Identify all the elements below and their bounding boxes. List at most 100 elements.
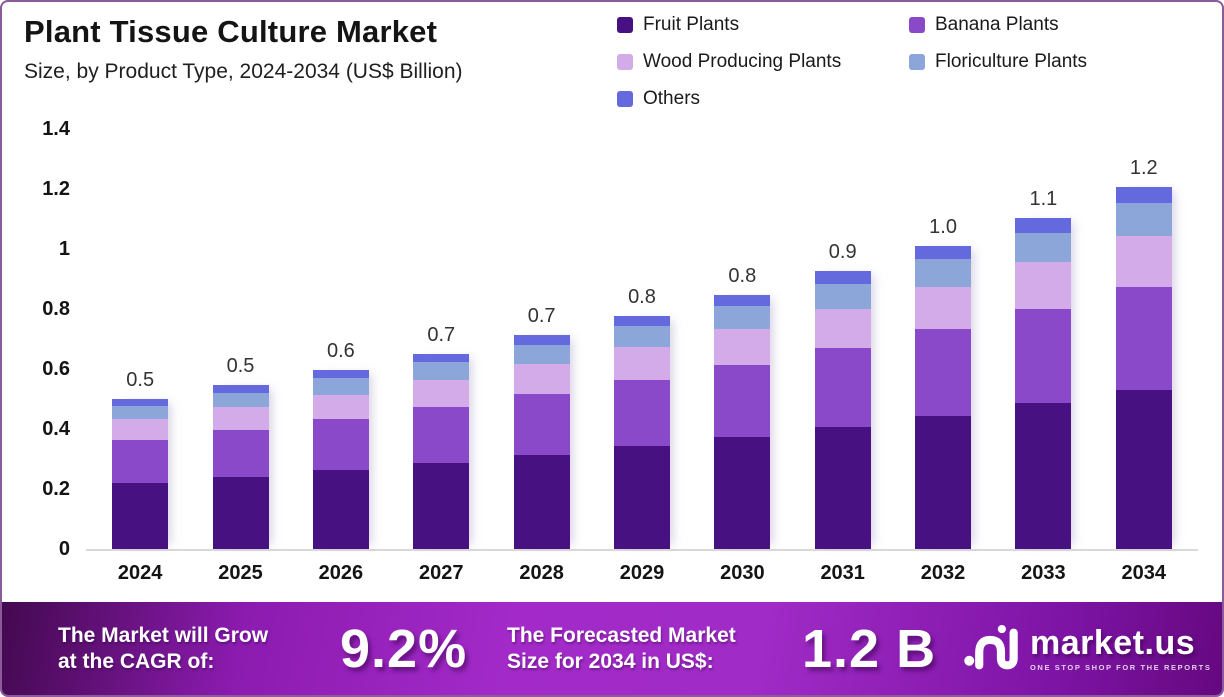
brand-text-block: market.us ONE STOP SHOP FOR THE REPORTS xyxy=(1030,626,1211,672)
bar-segment-wood-producing-plants xyxy=(814,308,871,348)
bar-stack-2032 xyxy=(915,245,972,549)
bar-total-label-2028: 0.7 xyxy=(527,305,556,328)
bar-stack-2028 xyxy=(513,335,570,549)
bar-segment-others xyxy=(613,315,670,327)
bar-segment-others xyxy=(915,245,972,260)
chart-legend: Fruit Plants Banana Plants Wood Producing … xyxy=(617,14,1087,110)
bar-column-2032: 1.0 xyxy=(893,117,993,549)
bar-segment-floriculture-plants xyxy=(513,345,570,365)
bar-segment-wood-producing-plants xyxy=(112,419,169,441)
bar-segment-banana-plants xyxy=(1115,286,1172,390)
bar-total-label-2025: 0.5 xyxy=(226,355,255,378)
x-axis-label-2028: 2028 xyxy=(519,562,564,584)
legend-swatch-icon xyxy=(617,17,633,33)
bar-segment-fruit-plants xyxy=(413,463,470,549)
bar-segment-floriculture-plants xyxy=(714,306,771,329)
x-axis-label-2034: 2034 xyxy=(1121,562,1167,584)
bar-segment-wood-producing-plants xyxy=(212,407,269,431)
bar-segment-others xyxy=(1115,186,1172,204)
page-subtitle: Size, by Product Type, 2024-2034 (US$ Bi… xyxy=(24,60,463,83)
bar-segment-wood-producing-plants xyxy=(1115,235,1172,287)
legend-item-wood-producing-plants: Wood Producing Plants xyxy=(617,51,909,73)
bar-stack-2025 xyxy=(212,385,269,549)
x-axis-label-2032: 2032 xyxy=(920,562,966,584)
cagr-caption-line1: The Market will Grow xyxy=(58,623,269,647)
bar-segment-wood-producing-plants xyxy=(413,380,470,408)
bar-segment-wood-producing-plants xyxy=(714,328,771,365)
legend-swatch-icon xyxy=(617,54,633,70)
bar-segment-floriculture-plants xyxy=(1115,203,1172,236)
legend-swatch-icon xyxy=(909,54,925,70)
bar-column-2034: 1.2 xyxy=(1094,117,1194,549)
bar-total-label-2024: 0.5 xyxy=(126,368,155,391)
footer-banner: The Market will Grow at the CAGR of: 9.2… xyxy=(2,602,1222,695)
x-axis-label-2024: 2024 xyxy=(117,562,163,584)
bar-column-2031: 0.9 xyxy=(793,117,893,549)
bar-column-2033: 1.1 xyxy=(993,117,1093,549)
marketus-logo-icon xyxy=(964,624,1018,669)
bar-segment-banana-plants xyxy=(814,347,871,427)
bar-segment-fruit-plants xyxy=(613,446,670,549)
y-axis-tick-0.6: 0.6 xyxy=(42,358,70,380)
legend-swatch-icon xyxy=(909,17,925,33)
bar-segment-floriculture-plants xyxy=(413,362,470,381)
bar-segment-floriculture-plants xyxy=(1015,232,1072,263)
bar-segment-floriculture-plants xyxy=(915,259,972,287)
bar-segment-floriculture-plants xyxy=(312,378,369,395)
bar-total-label-2031: 0.9 xyxy=(828,241,857,264)
bar-segment-fruit-plants xyxy=(1115,389,1172,549)
bar-segment-floriculture-plants xyxy=(212,392,269,408)
legend-swatch-icon xyxy=(617,91,633,107)
brand-name: market.us xyxy=(1030,623,1196,662)
bar-column-2029: 0.8 xyxy=(592,117,692,549)
legend-label: Fruit Plants xyxy=(643,14,740,35)
legend-item-fruit-plants: Fruit Plants xyxy=(617,14,909,36)
legend-label: Wood Producing Plants xyxy=(643,51,842,72)
cagr-value: 9.2% xyxy=(340,618,468,679)
bar-segment-floriculture-plants xyxy=(613,326,670,348)
bar-segment-others xyxy=(413,353,470,363)
bar-stack-2031 xyxy=(814,271,871,549)
x-axis-label-2033: 2033 xyxy=(1021,562,1066,584)
y-axis-tick-0.4: 0.4 xyxy=(42,418,70,440)
x-axis-label-2026: 2026 xyxy=(318,562,364,584)
bar-segment-others xyxy=(1015,217,1072,233)
legend-label: Others xyxy=(643,88,701,109)
bar-segment-wood-producing-plants xyxy=(915,286,972,330)
bar-stack-2030 xyxy=(714,294,771,549)
bar-segment-others xyxy=(814,271,871,284)
bar-segment-others xyxy=(312,370,369,379)
x-axis-label-2025: 2025 xyxy=(218,562,263,584)
bar-column-2024: 0.5 xyxy=(90,117,190,549)
bar-segment-banana-plants xyxy=(613,380,670,447)
bar-total-label-2027: 0.7 xyxy=(427,323,456,346)
chart-plot-area: 0.5 0.5 0.6 0.7 0.7 0.8 0.8 0.9 1.0 1.1 1.2 2024 20… xyxy=(2,2,1222,602)
legend-item-others: Others xyxy=(617,88,909,110)
bar-total-label-2032: 1.0 xyxy=(929,215,957,238)
bar-segment-banana-plants xyxy=(413,407,470,464)
legend-label: Banana Plants xyxy=(935,14,1059,35)
bar-column-2027: 0.7 xyxy=(391,117,491,549)
bar-segment-floriculture-plants xyxy=(814,283,871,309)
bar-total-label-2029: 0.8 xyxy=(628,285,656,308)
page-title: Plant Tissue Culture Market xyxy=(24,14,438,49)
legend-label: Floriculture Plants xyxy=(935,51,1088,72)
bar-segment-fruit-plants xyxy=(1015,403,1072,549)
bar-segment-fruit-plants xyxy=(312,470,369,549)
bar-stack-2029 xyxy=(613,315,670,549)
bar-total-label-2034: 1.2 xyxy=(1129,156,1158,179)
bar-segment-floriculture-plants xyxy=(112,405,169,420)
bar-column-2025: 0.5 xyxy=(190,117,290,549)
bar-segment-banana-plants xyxy=(1015,308,1072,404)
forecast-caption-line1: The Forecasted Market xyxy=(507,623,736,647)
bar-total-label-2026: 0.6 xyxy=(326,340,355,363)
bar-stack-2026 xyxy=(312,370,369,549)
brand-tagline: ONE STOP SHOP FOR THE REPORTS xyxy=(1030,662,1212,672)
forecast-value: 1.2 B xyxy=(802,618,937,679)
bar-segment-fruit-plants xyxy=(513,455,570,549)
bar-stack-2027 xyxy=(413,353,470,549)
bar-segment-others xyxy=(513,335,570,346)
cagr-caption-line2: at the CAGR of: xyxy=(58,649,215,673)
bar-segment-banana-plants xyxy=(212,430,269,477)
bar-segment-fruit-plants xyxy=(714,437,771,549)
